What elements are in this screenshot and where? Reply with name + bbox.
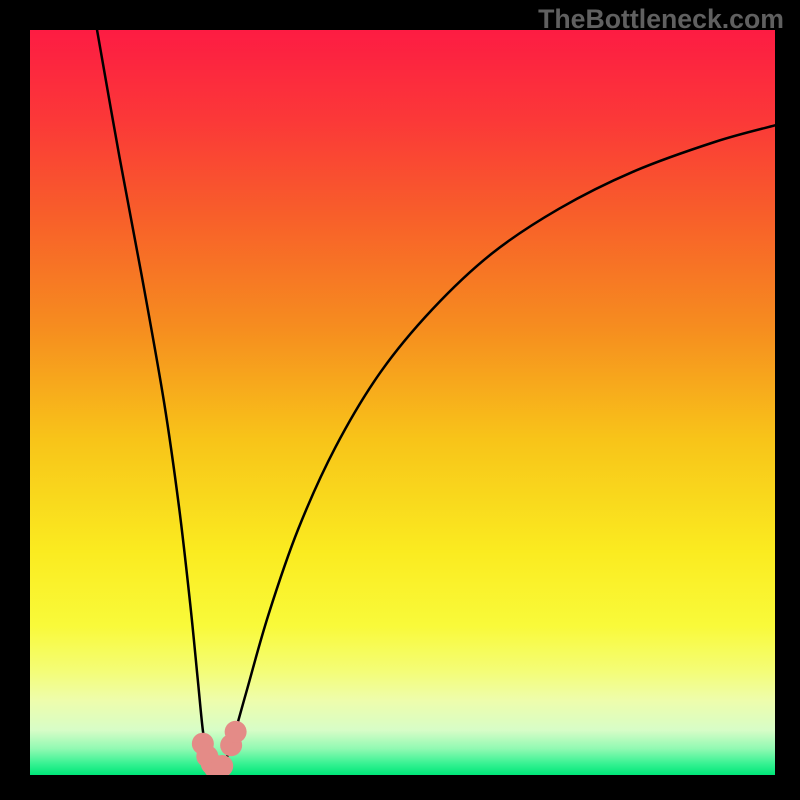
watermark-text: TheBottleneck.com xyxy=(538,4,784,35)
data-marker xyxy=(225,721,247,743)
frame: TheBottleneck.com xyxy=(0,0,800,800)
gradient-background xyxy=(30,30,775,775)
plot-area xyxy=(30,30,775,775)
bottleneck-curve-chart xyxy=(30,30,775,775)
